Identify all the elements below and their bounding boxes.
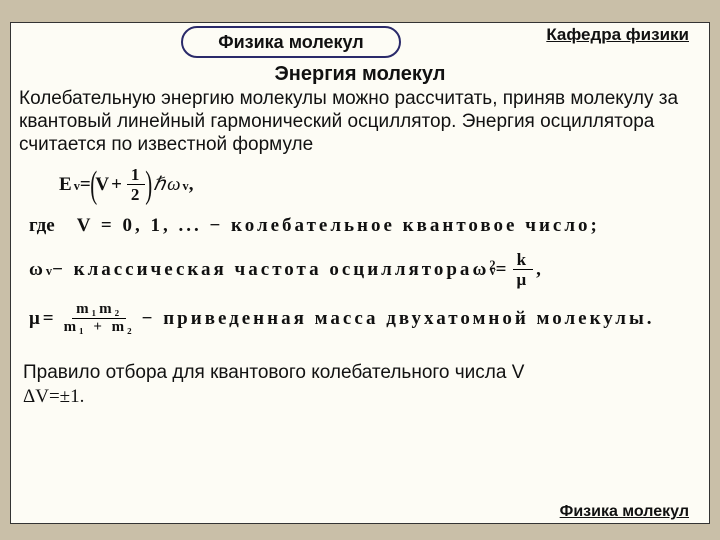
mu-sym: μ [29,308,43,330]
omega: ω [29,259,46,281]
plus: + [111,174,124,196]
k: k [513,251,533,270]
selection-rule: Правило отбора для квантового колебатель… [11,361,709,409]
mass-den: m₁ + m₂ [60,319,139,335]
mu-text: − приведенная масса двухатомной молекулы… [142,308,655,330]
mu-eq: = [43,308,57,330]
mu-den: μ [513,270,534,288]
comma2: , [536,259,544,281]
sub-v: v [74,179,80,194]
omega-text: − классическая частота осциллятора [52,259,472,281]
v-def: V = 0, 1, ... − колебательное квантовое … [77,215,600,237]
comma: , [189,174,196,196]
hbar-omega: ℏω [153,173,182,196]
department-label: Кафедра физики [546,25,689,45]
mass-num: m₁m₂ [72,302,126,319]
rule-line1: Правило отбора для квантового колебатель… [23,361,697,385]
half-frac: 1 2 [127,166,146,203]
omega2: ω [472,259,489,281]
omega-sub: v [46,264,52,279]
energy-formula: Ev = ( V + 1 2 ) ℏωv , [59,166,691,203]
lparen: ( [90,170,98,200]
section-title: Энергия молекул [11,63,709,86]
intro-text: Колебательную энергию молекулы можно рас… [11,88,709,156]
mu-row: μ = m₁m₂ m₁ + m₂ − приведенная масса дву… [29,302,691,335]
sym-E: E [59,174,74,196]
half-den: 2 [127,185,146,203]
omega-row: ωv − классическая частота осциллятора ω2… [29,251,691,288]
omega2-sub: v [490,264,496,279]
formulas-block: Ev = ( V + 1 2 ) ℏωv , где V = 0, 1, ...… [11,156,709,335]
where-row: где V = 0, 1, ... − колебательное кванто… [29,215,691,237]
rparen: ) [146,170,154,200]
hbar-sub: v [183,179,189,194]
where-label: где [29,215,55,237]
mass-frac: m₁m₂ m₁ + m₂ [60,302,139,335]
k-mu-frac: k μ [513,251,534,288]
slide: Кафедра физики Физика молекул Энергия мо… [10,22,710,524]
footer-label: Физика молекул [560,503,689,521]
half-num: 1 [127,166,146,185]
rule-line2: ΔV=±1. [23,385,697,409]
eq2: = [496,259,510,281]
title-pill: Физика молекул [181,26,401,58]
